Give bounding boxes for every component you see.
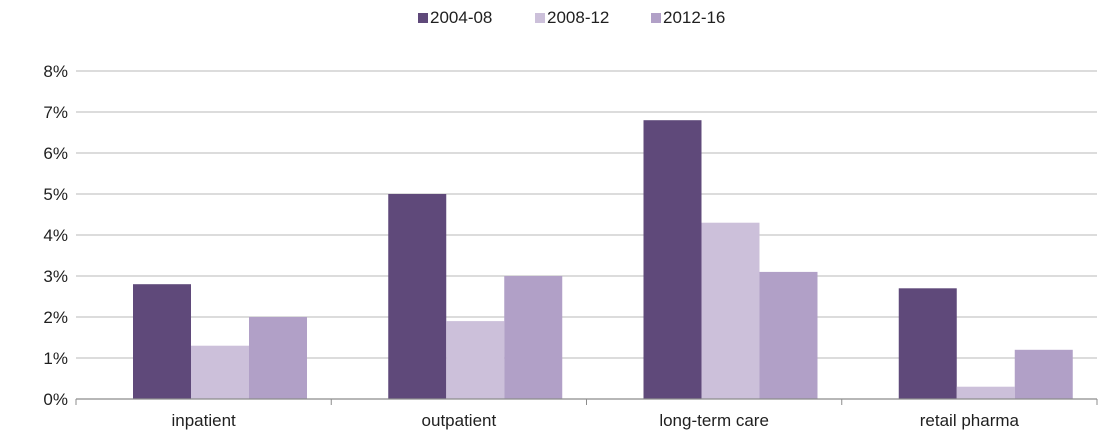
bar-2004-08-long-term-care: [643, 120, 702, 399]
bar-2004-08-outpatient: [388, 194, 447, 399]
x-category-label: inpatient: [171, 411, 236, 430]
legend-swatch-2004-08: [418, 13, 428, 23]
bar-2012-16-outpatient: [504, 276, 563, 399]
y-tick-label: 1%: [43, 349, 68, 368]
y-tick-label: 0%: [43, 390, 68, 409]
y-tick-label: 3%: [43, 267, 68, 286]
x-category-label: long-term care: [659, 411, 769, 430]
bar-2008-12-outpatient: [446, 321, 505, 399]
x-category-label: outpatient: [422, 411, 497, 430]
legend-label: 2012-16: [663, 8, 725, 27]
y-tick-label: 5%: [43, 185, 68, 204]
bars: [133, 120, 1073, 399]
bar-2012-16-inpatient: [249, 317, 307, 399]
legend: 2004-08 2008-12 2012-16: [418, 8, 725, 27]
gridlines: [76, 70, 1097, 359]
legend-swatch-2012-16: [651, 13, 661, 23]
y-tick-label: 8%: [43, 62, 68, 81]
bar-2012-16-retail-pharma: [1014, 349, 1073, 399]
legend-label: 2004-08: [430, 8, 492, 27]
legend-label: 2008-12: [547, 8, 609, 27]
y-tick-label: 4%: [43, 226, 68, 245]
y-tick-label: 6%: [43, 144, 68, 163]
x-category-label: retail pharma: [920, 411, 1020, 430]
y-tick-label: 2%: [43, 308, 68, 327]
legend-swatch-2008-12: [535, 13, 545, 23]
bar-2008-12-inpatient: [191, 345, 249, 399]
bar-2012-16-long-term-care: [759, 271, 818, 399]
bar-2008-12-long-term-care: [701, 222, 760, 399]
y-axis: 0% 1% 2% 3% 4% 5% 6% 7% 8%: [43, 62, 68, 409]
x-axis: inpatient outpatient long-term care retail …: [75, 398, 1098, 430]
y-tick-label: 7%: [43, 103, 68, 122]
bar-2004-08-inpatient: [133, 284, 191, 399]
bar-2008-12-retail-pharma: [956, 386, 1015, 399]
bar-2004-08-retail-pharma: [898, 288, 957, 399]
